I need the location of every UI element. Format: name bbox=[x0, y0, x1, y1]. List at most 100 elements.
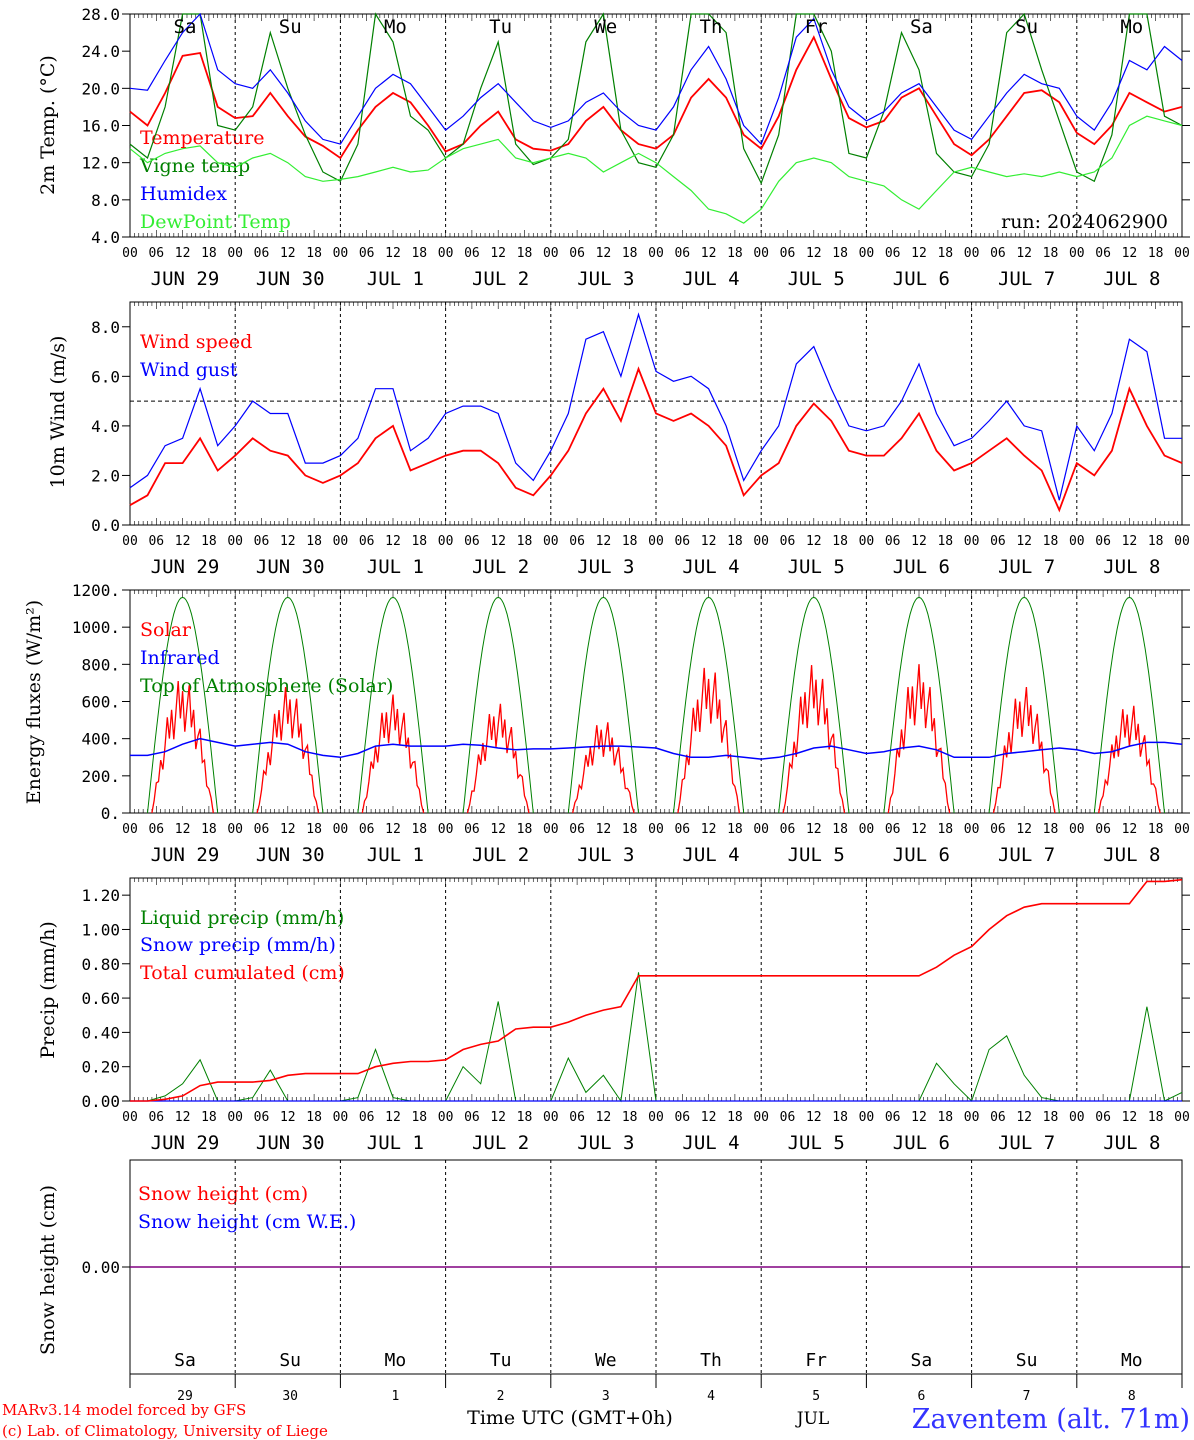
series-line-solar bbox=[256, 686, 320, 814]
hour-tick-label: 12 bbox=[1016, 1110, 1032, 1125]
date-label: JUL 2 bbox=[472, 556, 529, 578]
hour-tick-label: 00 bbox=[1174, 246, 1190, 261]
hour-tick-label: 18 bbox=[306, 822, 322, 837]
hour-tick-label: 06 bbox=[569, 822, 585, 837]
hour-tick-label: 18 bbox=[727, 246, 743, 261]
hour-tick-label: 06 bbox=[1095, 822, 1111, 837]
hour-tick-label: 12 bbox=[490, 1110, 506, 1125]
series-line-toa-solar bbox=[357, 596, 429, 814]
series-line-vigne-temp bbox=[129, 12, 1183, 185]
series-line-toa-solar bbox=[567, 596, 639, 814]
hour-tick-label: 12 bbox=[701, 822, 717, 837]
date-label: JUL 7 bbox=[998, 556, 1055, 578]
y-tick-label: 1000. bbox=[72, 618, 120, 637]
y-tick-label: 0. bbox=[101, 804, 120, 823]
hour-tick-label: 00 bbox=[964, 246, 980, 261]
legend-dewpoint: DewPoint Temp bbox=[140, 211, 291, 233]
hour-tick-label: 06 bbox=[990, 246, 1006, 261]
hour-tick-label: 18 bbox=[517, 246, 533, 261]
hour-tick-label: 00 bbox=[753, 534, 769, 549]
hour-tick-label: 12 bbox=[1122, 822, 1138, 837]
hour-tick-label: 00 bbox=[333, 822, 349, 837]
day-number-label: 30 bbox=[282, 1389, 298, 1404]
series-line-toa-solar bbox=[462, 596, 534, 814]
hour-tick-label: 18 bbox=[411, 246, 427, 261]
hour-tick-label: 00 bbox=[1174, 1110, 1190, 1125]
hour-tick-label: 06 bbox=[359, 534, 375, 549]
hour-tick-label: 18 bbox=[937, 246, 953, 261]
y-tick-label: 2.0 bbox=[91, 466, 120, 485]
hour-tick-label: 00 bbox=[543, 1110, 559, 1125]
series-line-temperature bbox=[129, 35, 1183, 160]
hour-tick-label: 06 bbox=[254, 1110, 270, 1125]
y-tick-label: 0.0 bbox=[91, 516, 120, 535]
hour-tick-label: 12 bbox=[911, 246, 927, 261]
date-label: JUL 8 bbox=[1103, 556, 1160, 578]
hour-tick-label: 12 bbox=[280, 822, 296, 837]
hour-tick-label: 12 bbox=[911, 534, 927, 549]
hour-tick-label: 00 bbox=[648, 534, 664, 549]
y-tick-label: 800. bbox=[81, 655, 120, 674]
weekday-label: Su bbox=[279, 1350, 301, 1371]
hour-tick-label: 18 bbox=[306, 246, 322, 261]
hour-tick-label: 00 bbox=[1069, 534, 1085, 549]
hour-tick-label: 00 bbox=[753, 1110, 769, 1125]
date-label: JUL 4 bbox=[682, 844, 739, 866]
weekday-label: Th bbox=[700, 16, 723, 38]
date-label: JUL 8 bbox=[1103, 268, 1160, 290]
date-label: JUL 7 bbox=[998, 1132, 1055, 1154]
weekday-label: Sa bbox=[174, 16, 197, 38]
hour-tick-label: 00 bbox=[122, 822, 138, 837]
snow-ylabel: Snow height (cm) bbox=[37, 1185, 59, 1355]
date-label: JUN 29 bbox=[151, 844, 220, 866]
date-label: JUN 29 bbox=[151, 268, 220, 290]
legend-infrared: Infrared bbox=[140, 647, 220, 669]
y-tick-label: 0.80 bbox=[81, 955, 120, 974]
hour-tick-label: 12 bbox=[806, 1110, 822, 1125]
y-tick-label: 8.0 bbox=[91, 318, 120, 337]
date-label: JUL 3 bbox=[577, 1132, 634, 1154]
hour-tick-label: 06 bbox=[1095, 246, 1111, 261]
series-line-toa-solar bbox=[673, 596, 745, 814]
weekday-label: Su bbox=[1015, 16, 1038, 38]
y-tick-label: 24.0 bbox=[81, 42, 120, 61]
hour-tick-label: 06 bbox=[148, 534, 164, 549]
hour-tick-label: 00 bbox=[859, 246, 875, 261]
hour-tick-label: 00 bbox=[333, 534, 349, 549]
hour-tick-label: 06 bbox=[885, 822, 901, 837]
series-line-total-cumulated bbox=[130, 878, 1183, 1102]
series-line-solar bbox=[572, 722, 635, 814]
hour-tick-label: 00 bbox=[859, 1110, 875, 1125]
hour-tick-label: 06 bbox=[148, 1110, 164, 1125]
hour-tick-label: 18 bbox=[1148, 246, 1164, 261]
legend-temperature: Temperature bbox=[140, 127, 264, 149]
hour-tick-label: 06 bbox=[464, 534, 480, 549]
hour-tick-label: 00 bbox=[543, 534, 559, 549]
hour-tick-label: 06 bbox=[780, 1110, 796, 1125]
date-label: JUL 3 bbox=[577, 556, 634, 578]
date-label: JUN 30 bbox=[256, 268, 325, 290]
hour-tick-label: 18 bbox=[1148, 822, 1164, 837]
hour-tick-label: 18 bbox=[937, 534, 953, 549]
hour-tick-label: 12 bbox=[806, 246, 822, 261]
series-line-infrared bbox=[130, 737, 1183, 760]
hour-tick-label: 06 bbox=[569, 246, 585, 261]
weekday-label: Tu bbox=[490, 1350, 512, 1371]
date-label: JUL 1 bbox=[367, 1132, 424, 1154]
hour-tick-label: 12 bbox=[1122, 246, 1138, 261]
series-line-solar bbox=[1098, 705, 1161, 814]
hour-tick-label: 00 bbox=[333, 1110, 349, 1125]
hour-tick-label: 06 bbox=[464, 246, 480, 261]
day-number-label: 8 bbox=[1128, 1389, 1136, 1404]
hour-tick-label: 00 bbox=[227, 822, 243, 837]
hour-tick-label: 18 bbox=[1043, 822, 1059, 837]
hour-tick-label: 18 bbox=[201, 534, 217, 549]
date-label: JUL 2 bbox=[472, 268, 529, 290]
hour-tick-label: 00 bbox=[1069, 822, 1085, 837]
date-label: JUL 6 bbox=[893, 1132, 950, 1154]
hour-tick-label: 12 bbox=[806, 534, 822, 549]
hour-tick-label: 12 bbox=[385, 822, 401, 837]
weekday-label: Su bbox=[279, 16, 302, 38]
y-tick-label: 1.00 bbox=[81, 920, 120, 939]
